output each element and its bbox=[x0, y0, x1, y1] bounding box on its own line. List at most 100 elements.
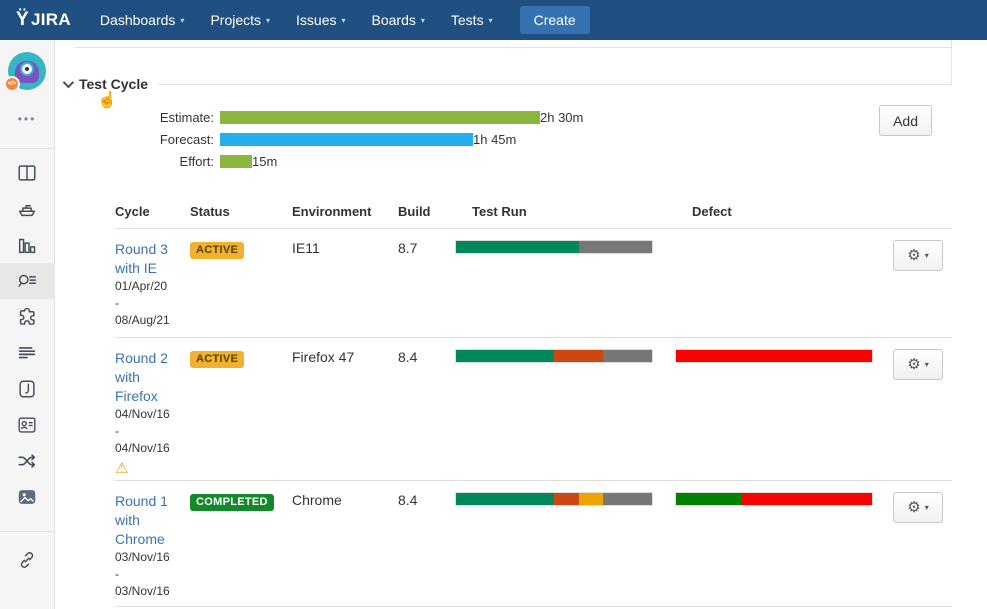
bar-segment bbox=[578, 241, 652, 253]
top-nav: Ϋ JIRA Dashboards ▾ Projects ▾ Issues ▾ … bbox=[0, 0, 987, 40]
nav-item-label: Tests bbox=[450, 12, 484, 28]
chevron-down-icon: ▾ bbox=[924, 251, 929, 260]
sidebar-divider bbox=[0, 531, 55, 532]
forecast-bar bbox=[220, 132, 473, 146]
cycle-cell: Round 1 with Chrome 03/Nov/16 - 03/Nov/16 bbox=[115, 492, 190, 606]
sidebar-item-pages[interactable] bbox=[0, 371, 54, 407]
cycle-link[interactable]: Round 2 with Firefox bbox=[115, 349, 190, 406]
defect-bar bbox=[675, 349, 873, 363]
column-header-defect: Defect bbox=[692, 204, 732, 219]
cycle-actions-button[interactable]: ⚙ ▾ bbox=[893, 492, 943, 523]
journal-icon bbox=[19, 380, 35, 398]
jira-logo-text: JIRA bbox=[30, 10, 71, 29]
test-run-bar bbox=[455, 349, 653, 363]
estimate-bar bbox=[220, 110, 540, 124]
chevron-down-icon: ▾ bbox=[420, 15, 425, 25]
environment-cell: Firefox 47 bbox=[292, 349, 355, 365]
defect-bar bbox=[675, 492, 873, 506]
build-cell: 8.4 bbox=[398, 492, 418, 508]
test-run-cell bbox=[455, 492, 675, 606]
bar-segment bbox=[456, 241, 579, 253]
defect-cell bbox=[675, 349, 893, 480]
sidebar-item-shuffle[interactable] bbox=[0, 443, 54, 479]
bar-chart-icon bbox=[18, 238, 36, 254]
status-cell: ACTIVE bbox=[190, 349, 292, 480]
metric-label: Effort: bbox=[179, 153, 214, 169]
metric-label: Forecast: bbox=[159, 131, 214, 147]
nav-item-boards[interactable]: Boards ▾ bbox=[359, 0, 438, 40]
status-cell: COMPLETED bbox=[190, 492, 292, 606]
shuffle-icon bbox=[18, 454, 36, 468]
board-icon bbox=[18, 165, 36, 181]
actions-cell: ⚙ ▾ bbox=[893, 492, 952, 606]
section-title: Test Cycle bbox=[79, 76, 148, 92]
actions-cell: ⚙ ▾ bbox=[893, 349, 952, 480]
project-sidebar: </> ••• bbox=[0, 40, 55, 609]
column-header-build: Build bbox=[398, 204, 431, 219]
nav-item-dashboards[interactable]: Dashboards ▾ bbox=[87, 0, 198, 40]
cycle-actions-button[interactable]: ⚙ ▾ bbox=[893, 240, 943, 271]
jira-logo[interactable]: Ϋ JIRA bbox=[16, 9, 71, 31]
bar-segment bbox=[554, 493, 579, 505]
more-options-icon[interactable]: ••• bbox=[17, 112, 37, 126]
column-header-environment: Environment bbox=[292, 204, 372, 219]
date-from: 01/Apr/20 bbox=[115, 279, 168, 293]
sidebar-item-profile-card[interactable] bbox=[0, 407, 54, 443]
nav-item-label: Projects bbox=[210, 12, 262, 28]
sidebar-item-reports[interactable] bbox=[0, 227, 54, 263]
cycle-cell: Round 3 with IE 01/Apr/20 - 08/Aug/21 bbox=[115, 240, 190, 337]
sidebar-item-media[interactable] bbox=[0, 479, 54, 515]
project-avatar[interactable]: </> bbox=[4, 52, 46, 92]
metric-row-effort: Effort: 15m bbox=[55, 150, 987, 172]
warning-icon[interactable]: ⚠ bbox=[115, 460, 129, 477]
nav-item-label: Boards bbox=[371, 12, 416, 28]
status-cell: ACTIVE bbox=[190, 240, 292, 337]
sidebar-item-board[interactable] bbox=[0, 155, 54, 191]
test-cycle-section-header[interactable]: Test Cycle bbox=[62, 76, 952, 92]
main-content: ☝ Test Cycle Estimate: 2h 30m Forecast: 1h … bbox=[55, 40, 987, 609]
cycle-actions-button[interactable]: ⚙ ▾ bbox=[893, 349, 943, 380]
status-badge: COMPLETED bbox=[190, 494, 274, 511]
sidebar-item-backlog[interactable] bbox=[0, 335, 54, 371]
date-from: 03/Nov/16 bbox=[115, 550, 170, 564]
sidebar-item-search-issues[interactable] bbox=[0, 263, 54, 299]
nav-item-projects[interactable]: Projects ▾ bbox=[197, 0, 283, 40]
gear-icon: ⚙ bbox=[907, 247, 921, 264]
test-run-bar bbox=[455, 240, 653, 254]
column-header-actions bbox=[893, 204, 952, 219]
chevron-down-icon: ▾ bbox=[924, 360, 929, 369]
gear-icon: ⚙ bbox=[907, 499, 921, 516]
actions-cell: ⚙ ▾ bbox=[893, 240, 952, 337]
metric-row-estimate: Estimate: 2h 30m bbox=[55, 106, 987, 128]
add-button[interactable]: Add bbox=[879, 105, 932, 136]
table-header-row: Cycle Status Environment Build Test Run … bbox=[115, 196, 952, 229]
create-button[interactable]: Create bbox=[519, 6, 590, 34]
cycle-link-line: Round 1 bbox=[115, 493, 168, 509]
nav-item-tests[interactable]: Tests ▾ bbox=[438, 0, 506, 40]
sidebar-item-addons[interactable] bbox=[0, 299, 54, 335]
bar-segment bbox=[676, 350, 872, 362]
sidebar-item-releases[interactable] bbox=[0, 191, 54, 227]
nav-item-label: Dashboards bbox=[99, 12, 176, 28]
cycle-link[interactable]: Round 3 with IE bbox=[115, 240, 190, 278]
sidebar-divider bbox=[0, 148, 55, 149]
sidebar-icon-list bbox=[0, 155, 54, 515]
ship-icon bbox=[18, 205, 36, 217]
date-separator: - bbox=[115, 296, 119, 310]
column-header-status: Status bbox=[190, 204, 230, 219]
nav-item-issues[interactable]: Issues ▾ bbox=[283, 0, 358, 40]
bar-segment bbox=[603, 350, 652, 362]
table-row: Round 2 with Firefox 04/Nov/16 - 04/Nov/16 ⚠ AC… bbox=[115, 338, 952, 481]
sidebar-item-links[interactable] bbox=[0, 542, 54, 578]
cycle-link[interactable]: Round 1 with Chrome bbox=[115, 492, 190, 549]
search-list-icon bbox=[18, 274, 36, 287]
date-to: 08/Aug/21 bbox=[115, 313, 170, 327]
content-right-divider bbox=[951, 40, 952, 84]
bar-segment bbox=[676, 493, 742, 505]
contact-card-icon bbox=[18, 417, 36, 433]
environment-cell: IE11 bbox=[292, 240, 320, 256]
collapse-chevron-icon bbox=[62, 76, 75, 89]
chevron-down-icon: ▾ bbox=[266, 15, 271, 25]
status-badge: ACTIVE bbox=[190, 242, 245, 259]
cycle-link-line: Round 2 bbox=[115, 350, 168, 366]
